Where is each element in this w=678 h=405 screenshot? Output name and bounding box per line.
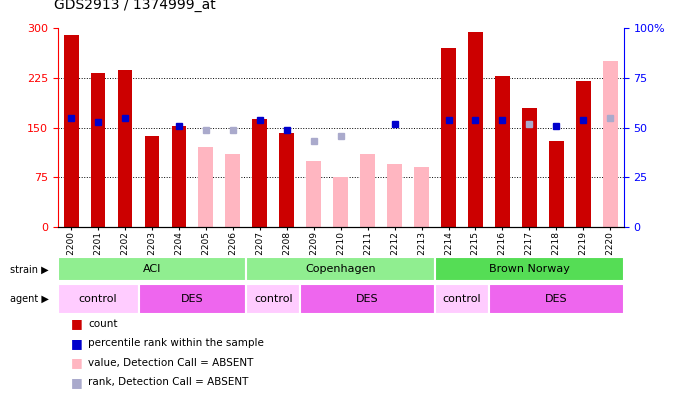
Bar xyxy=(387,164,402,227)
Bar xyxy=(226,154,240,227)
Text: control: control xyxy=(443,294,481,304)
Text: value, Detection Call = ABSENT: value, Detection Call = ABSENT xyxy=(88,358,254,368)
Bar xyxy=(279,133,294,227)
Bar xyxy=(576,81,591,227)
Text: DES: DES xyxy=(357,294,379,304)
Bar xyxy=(252,119,267,227)
Bar xyxy=(522,108,537,227)
Text: percentile rank within the sample: percentile rank within the sample xyxy=(88,339,264,348)
Bar xyxy=(91,72,106,227)
Bar xyxy=(58,284,138,314)
Bar xyxy=(246,257,435,281)
Bar xyxy=(138,284,246,314)
Text: control: control xyxy=(254,294,293,304)
Text: rank, Detection Call = ABSENT: rank, Detection Call = ABSENT xyxy=(88,377,249,387)
Text: GDS2913 / 1374999_at: GDS2913 / 1374999_at xyxy=(54,0,216,12)
Bar xyxy=(489,284,624,314)
Bar xyxy=(468,32,483,227)
Text: ACI: ACI xyxy=(143,264,161,274)
Bar xyxy=(435,257,624,281)
Text: Copenhagen: Copenhagen xyxy=(305,264,376,274)
Bar xyxy=(360,154,375,227)
Text: Brown Norway: Brown Norway xyxy=(489,264,570,274)
Text: DES: DES xyxy=(181,294,203,304)
Bar xyxy=(172,126,186,227)
Text: ■: ■ xyxy=(71,376,83,389)
Bar xyxy=(441,48,456,227)
Text: control: control xyxy=(79,294,117,304)
Bar xyxy=(144,136,159,227)
Text: agent ▶: agent ▶ xyxy=(10,294,49,304)
Bar xyxy=(435,284,489,314)
Bar xyxy=(603,62,618,227)
Bar xyxy=(334,177,348,227)
Bar xyxy=(306,161,321,227)
Text: count: count xyxy=(88,319,118,329)
Bar xyxy=(58,257,246,281)
Bar xyxy=(64,35,79,227)
Text: DES: DES xyxy=(545,294,567,304)
Text: ■: ■ xyxy=(71,318,83,330)
Text: ■: ■ xyxy=(71,337,83,350)
Bar xyxy=(199,147,214,227)
Text: strain ▶: strain ▶ xyxy=(10,264,49,274)
Bar xyxy=(246,284,300,314)
Text: ■: ■ xyxy=(71,356,83,369)
Bar xyxy=(117,70,132,227)
Bar xyxy=(414,167,429,227)
Bar xyxy=(300,284,435,314)
Bar xyxy=(495,76,510,227)
Bar xyxy=(549,141,564,227)
